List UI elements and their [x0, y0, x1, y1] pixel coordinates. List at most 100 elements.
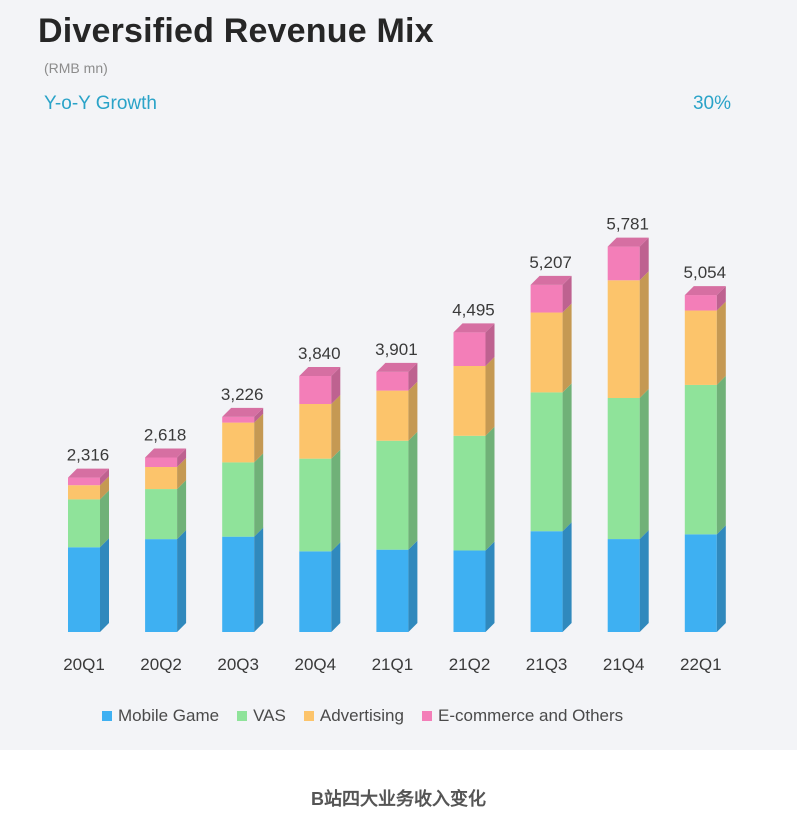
bar-segment-mobile-game	[530, 531, 563, 632]
yoy-growth-value: 30%	[692, 93, 731, 114]
bar-top-e-commerce-and-others	[607, 237, 649, 247]
bar-segment-e-commerce-and-others	[684, 295, 717, 311]
bar-side-mobile-game	[331, 542, 341, 632]
bar-side-e-commerce-and-others	[408, 362, 418, 391]
bar-side-advertising	[408, 381, 418, 441]
bar-total-label: 5,207	[529, 253, 572, 272]
bar-side-mobile-game	[716, 525, 726, 632]
bar-segment-advertising	[68, 485, 100, 500]
bar-side-advertising	[639, 271, 649, 398]
bar-total-label: 5,781	[606, 215, 649, 234]
bar-segment-vas	[684, 384, 717, 535]
bar-side-e-commerce-and-others	[331, 367, 341, 404]
bar-side-advertising	[716, 301, 726, 385]
bar-top-e-commerce-and-others	[530, 275, 572, 285]
bar-side-advertising	[331, 395, 341, 459]
bar-top-e-commerce-and-others	[222, 407, 264, 417]
bar-side-e-commerce-and-others	[254, 407, 264, 423]
legend-label: E-commerce and Others	[437, 706, 624, 725]
bar-total-label: 3,840	[298, 344, 341, 363]
bar-segment-mobile-game	[145, 539, 178, 632]
bar-total-label: 3,226	[221, 385, 264, 404]
bar-segment-e-commerce-and-others	[607, 246, 640, 281]
bar-segment-advertising	[299, 404, 332, 459]
legend-label: Mobile Game	[118, 706, 220, 725]
x-tick-label: 21Q1	[372, 655, 414, 674]
bar-segment-vas	[453, 435, 486, 551]
bar-top-e-commerce-and-others	[299, 367, 341, 376]
bar-segment-mobile-game	[376, 549, 409, 632]
legend-swatch-ecommerce	[421, 711, 432, 721]
bar-side-e-commerce-and-others	[485, 323, 495, 366]
image-caption: B站四大业务收入变化	[311, 789, 486, 809]
bar-side-mobile-game	[639, 530, 649, 632]
bar-segment-mobile-game	[222, 536, 255, 632]
bar-segment-e-commerce-and-others	[453, 332, 486, 366]
bar-side-advertising	[485, 357, 495, 436]
bar-side-e-commerce-and-others	[716, 286, 726, 311]
bar-segment-vas	[222, 462, 255, 537]
bar-segment-vas	[607, 398, 640, 540]
bar-segment-e-commerce-and-others	[299, 376, 332, 404]
bar-segment-advertising	[453, 366, 486, 436]
legend-swatch-mobile-game	[102, 711, 112, 721]
bar-top-e-commerce-and-others	[453, 323, 495, 333]
bar-segment-vas	[530, 392, 563, 532]
bar-side-vas	[639, 389, 649, 540]
bar-segment-mobile-game	[453, 550, 486, 632]
bar-side-mobile-game	[408, 540, 418, 632]
bar-segment-e-commerce-and-others	[376, 371, 409, 391]
bar-segment-advertising	[607, 280, 640, 398]
bar-side-e-commerce-and-others	[562, 275, 572, 313]
x-tick-label: 20Q4	[295, 655, 337, 674]
x-tick-label: 21Q4	[603, 655, 645, 674]
bar-top-e-commerce-and-others	[68, 468, 109, 478]
legend-item-advertising: Advertising	[303, 706, 404, 726]
bar-side-advertising	[177, 458, 187, 490]
bar-total-label: 3,901	[375, 340, 418, 359]
bar-side-e-commerce-and-others	[177, 448, 187, 467]
chart-legend: Mobile Game VAS Advertising E-commerce a…	[102, 706, 623, 726]
bar-segment-advertising	[684, 310, 717, 385]
legend-swatch-advertising	[303, 711, 314, 721]
bar-side-vas	[331, 449, 341, 552]
unit-label: (RMB mn)	[44, 60, 108, 76]
bar-segment-vas	[299, 458, 332, 552]
x-tick-label: 21Q2	[449, 655, 491, 674]
bar-side-mobile-game	[254, 527, 264, 632]
legend-item-mobile-game: Mobile Game	[102, 706, 219, 726]
legend-label: Advertising	[319, 706, 404, 725]
bar-total-label: 4,495	[452, 300, 495, 319]
bar-side-vas	[177, 480, 187, 540]
bar-total-label: 2,618	[144, 425, 187, 444]
bar-segment-mobile-game	[684, 534, 717, 632]
bar-segment-advertising	[145, 467, 178, 490]
bar-side-mobile-game	[177, 530, 187, 632]
bar-side-mobile-game	[485, 541, 495, 632]
bar-segment-advertising	[222, 422, 255, 463]
bar-total-label: 2,316	[67, 446, 110, 465]
bar-top-e-commerce-and-others	[145, 448, 187, 458]
bar-segment-mobile-game	[607, 539, 640, 632]
x-tick-label: 20Q2	[140, 655, 182, 674]
bar-side-advertising	[254, 413, 264, 463]
x-tick-label: 20Q3	[217, 655, 259, 674]
bar-total-label: 5,054	[684, 263, 727, 282]
bar-side-advertising	[100, 476, 109, 500]
x-tick-label: 22Q1	[680, 655, 722, 674]
chart-slide: Diversified Revenue Mix (RMB mn) Y-o-Y G…	[0, 0, 797, 750]
bar-segment-e-commerce-and-others	[530, 284, 563, 313]
bar-side-e-commerce-and-others	[639, 237, 649, 281]
bar-side-mobile-game	[100, 538, 109, 632]
bar-side-vas	[485, 426, 495, 551]
bar-segment-e-commerce-and-others	[145, 457, 178, 467]
bar-segment-mobile-game	[299, 551, 332, 632]
bar-side-vas	[562, 383, 572, 532]
bar-side-vas	[100, 490, 109, 548]
legend-item-vas: VAS	[237, 706, 286, 726]
bar-side-e-commerce-and-others	[100, 468, 109, 486]
bar-segment-advertising	[376, 390, 409, 441]
bar-top-e-commerce-and-others	[684, 286, 726, 296]
legend-item-ecommerce: E-commerce and Others	[421, 706, 624, 726]
bar-segment-e-commerce-and-others	[68, 477, 100, 486]
